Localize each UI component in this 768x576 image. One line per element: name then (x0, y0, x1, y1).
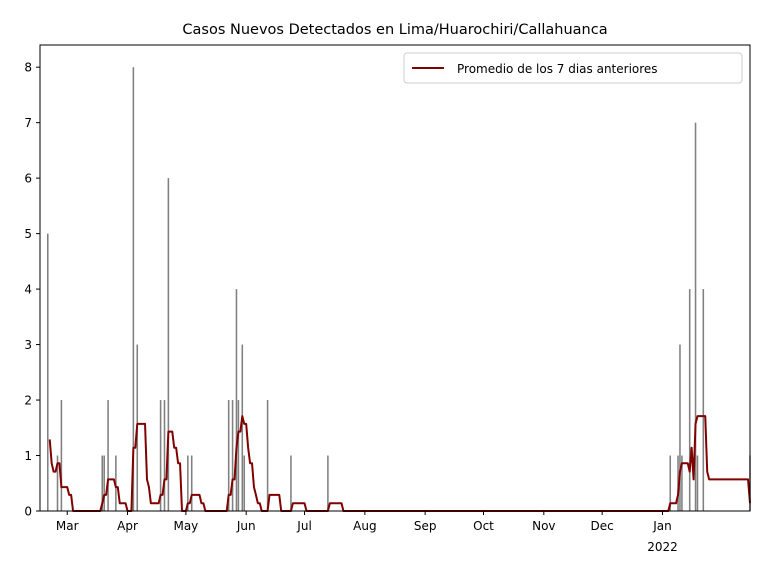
y-tick-label-7: 7 (24, 116, 32, 130)
bar-27 (688, 289, 691, 511)
bar-14 (227, 400, 230, 511)
bar-12 (187, 455, 189, 511)
y-tick-label-1: 1 (24, 449, 32, 463)
y-tick-label-3: 3 (24, 338, 32, 352)
moving-average-line (48, 415, 751, 512)
legend: Promedio de los 7 dias anteriores (403, 52, 743, 84)
bar-series (47, 67, 751, 512)
y-tick-label-2: 2 (24, 394, 32, 408)
x-tick-sublabel-10: 2022 (647, 540, 678, 554)
bar-17 (237, 400, 240, 511)
x-tick-label-7: Oct (473, 519, 494, 533)
bar-7 (132, 67, 135, 511)
bar-13 (190, 455, 193, 511)
bar-4 (103, 455, 105, 511)
x-tick-label-0: Mar (56, 519, 79, 533)
x-tick-label-8: Nov (532, 519, 555, 533)
bar-18 (241, 344, 244, 511)
bar-11 (167, 178, 170, 511)
x-tick-label-10: Jan (652, 519, 672, 533)
x-tick-label-5: Aug (353, 519, 376, 533)
y-tick-label-5: 5 (24, 227, 32, 241)
bar-29 (696, 455, 699, 511)
bar-25 (679, 344, 681, 511)
bar-2 (60, 400, 63, 511)
y-axis: 0 1 2 3 4 5 6 7 8 (24, 61, 40, 519)
x-tick-label-6: Sep (414, 519, 437, 533)
bar-1 (56, 455, 59, 511)
bar-19 (243, 455, 246, 511)
bar-15 (231, 400, 234, 511)
y-tick-label-0: 0 (24, 505, 32, 519)
chart-title: Casos Nuevos Detectados en Lima/Huarochi… (182, 22, 607, 38)
line-series (48, 415, 751, 512)
x-tick-label-4: Jul (296, 519, 311, 533)
legend-box (403, 52, 743, 84)
bar-21 (290, 455, 292, 511)
x-tick-label-2: May (173, 519, 198, 533)
bar-10 (163, 400, 166, 511)
bar-9 (159, 400, 162, 511)
bar-30 (702, 289, 705, 511)
bar-28 (694, 122, 697, 512)
x-tick-label-3: Jun (236, 519, 256, 533)
y-tick-label-6: 6 (24, 172, 32, 186)
x-tick-label-9: Dec (591, 519, 614, 533)
x-axis: Mar Apr May Jun Jul Aug Sep Oct Nov Dec Jan 2022 (56, 511, 678, 554)
y-tick-label-4: 4 (24, 283, 32, 297)
legend-label: Promedio de los 7 dias anteriores (457, 62, 658, 76)
y-tick-label-8: 8 (24, 61, 32, 75)
bar-0 (47, 233, 49, 511)
bar-22 (327, 455, 329, 511)
bar-20 (266, 400, 269, 511)
x-tick-label-1: Apr (117, 519, 138, 533)
bar-5 (107, 400, 109, 511)
plot-frame (39, 44, 751, 512)
bar-16 (235, 289, 238, 511)
bar-23 (669, 455, 672, 511)
bar-3 (101, 455, 104, 511)
bar-26 (681, 455, 683, 511)
